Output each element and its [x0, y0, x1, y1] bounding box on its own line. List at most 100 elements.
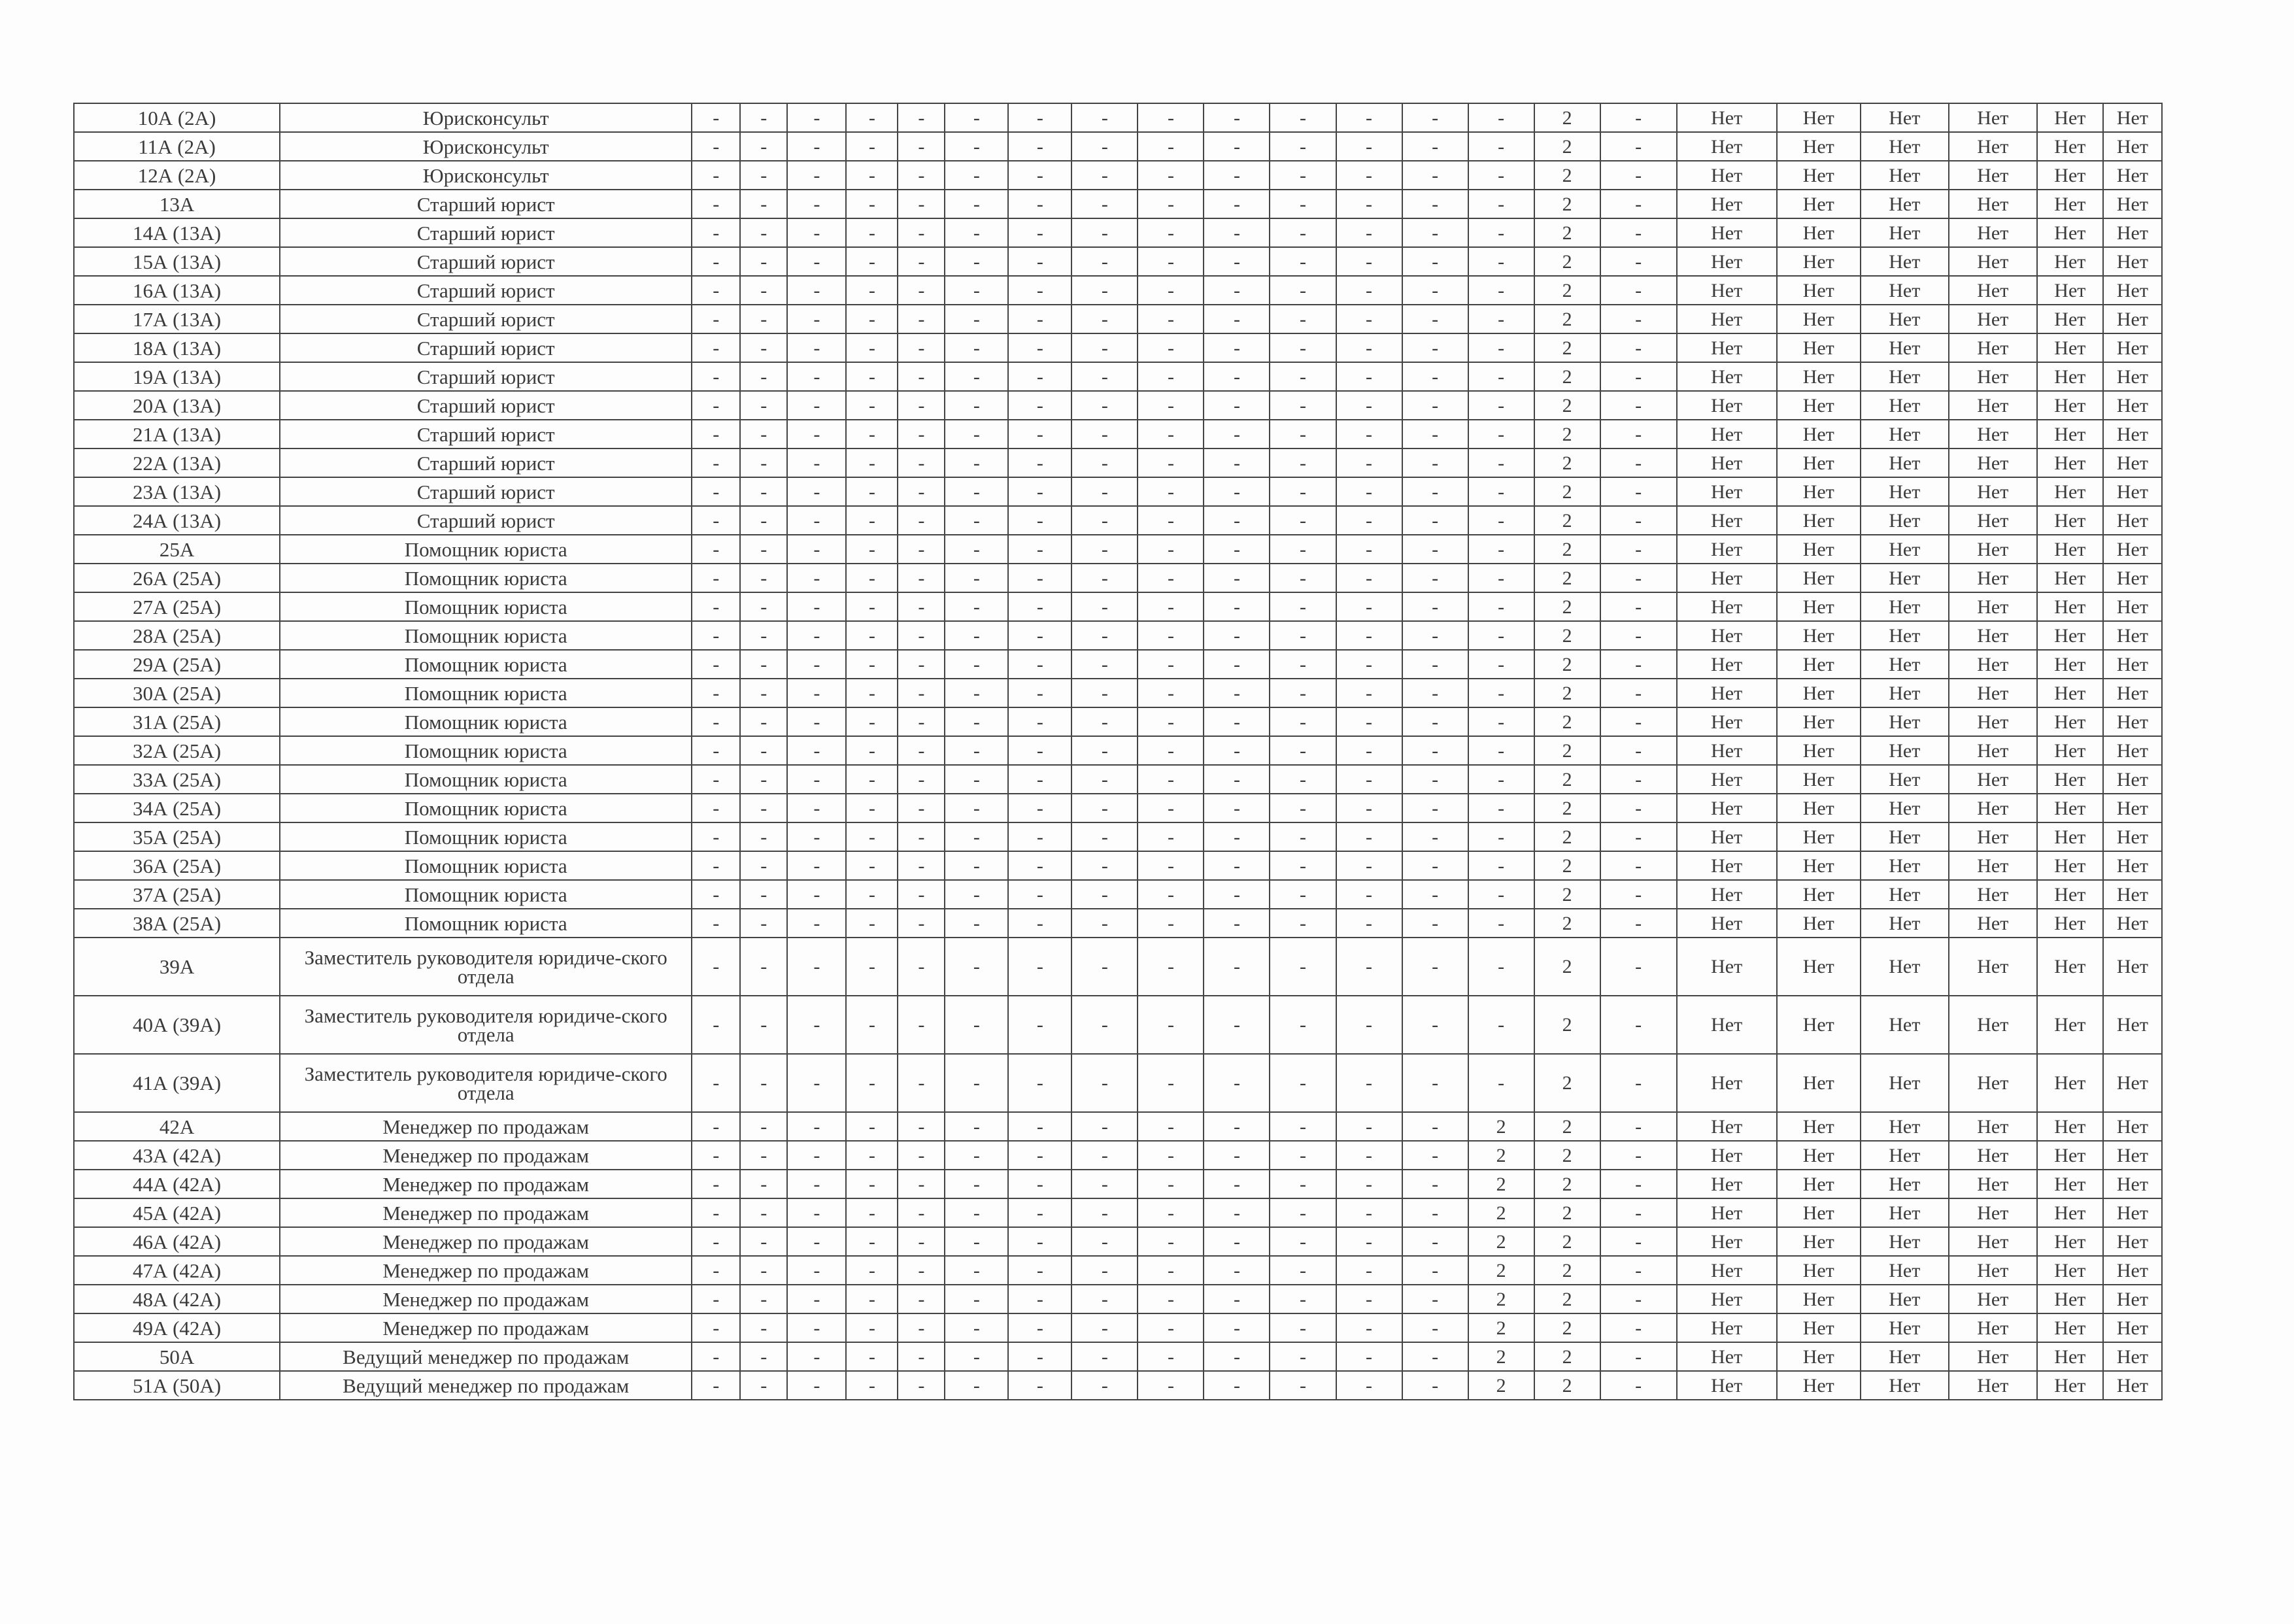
value-cell: - [1269, 707, 1337, 737]
value-cell: - [786, 649, 847, 679]
value-cell: - [1203, 908, 1271, 938]
value-cell: - [944, 160, 1009, 190]
value-cell: - [739, 448, 788, 478]
value-cell: - [1071, 1313, 1139, 1343]
value-cell: - [1269, 937, 1337, 996]
value-cell: - [1269, 649, 1337, 679]
value-cell: - [691, 1053, 741, 1113]
value-cell: - [1007, 275, 1073, 305]
value-cell: - [944, 707, 1009, 737]
value-cell: - [944, 822, 1009, 852]
value-cell: - [1599, 879, 1678, 909]
value-cell: - [897, 1198, 946, 1228]
table-row: 43А (42А) Менеджер по продажам - - - - - - - - - - -… [73, 1140, 2163, 1170]
value-cell: Нет [2102, 534, 2163, 564]
value-cell: - [1007, 1140, 1073, 1170]
value-cell: - [1401, 764, 1469, 794]
row-id: 30А (25А) [73, 678, 281, 708]
value-cell: 2 [1533, 592, 1601, 622]
value-cell: Нет [1859, 707, 1949, 737]
row-id: 42А [73, 1111, 281, 1142]
value-cell: Нет [1776, 1370, 1861, 1400]
value-cell: Нет [1776, 649, 1861, 679]
value-cell: - [691, 160, 741, 190]
value-cell: - [1071, 189, 1139, 219]
value-cell: - [1203, 707, 1271, 737]
value-cell: - [786, 1169, 847, 1199]
value-cell: - [944, 419, 1009, 449]
value-cell: Нет [2036, 160, 2104, 190]
value-cell: - [1599, 333, 1678, 363]
value-cell: - [944, 362, 1009, 392]
value-cell: - [1467, 851, 1535, 881]
value-cell: - [1335, 707, 1403, 737]
value-cell: - [1071, 1198, 1139, 1228]
value-cell: - [1007, 160, 1073, 190]
value-cell: Нет [1676, 707, 1778, 737]
value-cell: - [1269, 1284, 1337, 1314]
value-cell: - [897, 879, 946, 909]
value-cell: - [1071, 448, 1139, 478]
value-cell: - [1071, 649, 1139, 679]
value-cell: - [944, 649, 1009, 679]
value-cell: - [944, 304, 1009, 334]
position-title: Старший юрист [279, 333, 693, 363]
value-cell: Нет [1776, 851, 1861, 881]
value-cell: 2 [1467, 1255, 1535, 1285]
value-cell: - [1203, 448, 1271, 478]
value-cell: Нет [1859, 1370, 1949, 1400]
value-cell: - [691, 390, 741, 420]
value-cell: - [1467, 592, 1535, 622]
value-cell: - [1007, 793, 1073, 823]
row-id: 28А (25А) [73, 620, 281, 651]
value-cell: Нет [2036, 505, 2104, 535]
value-cell: - [1071, 505, 1139, 535]
value-cell: - [1467, 937, 1535, 996]
value-cell: - [1137, 1255, 1205, 1285]
value-cell: - [739, 937, 788, 996]
value-cell: - [1335, 1370, 1403, 1400]
value-cell: - [1007, 390, 1073, 420]
value-cell: - [1071, 879, 1139, 909]
value-cell: Нет [1676, 1053, 1778, 1113]
row-id: 23А (13А) [73, 477, 281, 507]
value-cell: - [1007, 1313, 1073, 1343]
position-title: Менеджер по продажам [279, 1226, 693, 1257]
value-cell: - [786, 304, 847, 334]
value-cell: - [691, 1342, 741, 1372]
value-cell: - [786, 851, 847, 881]
value-cell: - [1599, 707, 1678, 737]
value-cell: Нет [2036, 534, 2104, 564]
value-cell: - [691, 1226, 741, 1257]
row-id: 44А (42А) [73, 1169, 281, 1199]
value-cell: Нет [1776, 764, 1861, 794]
value-cell: Нет [1948, 1255, 2038, 1285]
value-cell: - [1203, 505, 1271, 535]
value-cell: 2 [1467, 1342, 1535, 1372]
value-cell: Нет [1676, 477, 1778, 507]
value-cell: - [1467, 131, 1535, 161]
value-cell: Нет [1859, 592, 1949, 622]
value-cell: - [739, 218, 788, 248]
value-cell: - [1071, 822, 1139, 852]
table-row: 24А (13А) Старший юрист - - - - - - - - - - - - - -2- Не… [73, 505, 2163, 535]
value-cell: - [1137, 764, 1205, 794]
value-cell: Нет [1948, 1198, 2038, 1228]
value-cell: Нет [2036, 1140, 2104, 1170]
value-cell: - [1335, 937, 1403, 996]
position-title: Помощник юриста [279, 793, 693, 823]
value-cell: - [1137, 189, 1205, 219]
value-cell: Нет [2102, 707, 2163, 737]
value-cell: - [1137, 534, 1205, 564]
value-cell: Нет [1676, 879, 1778, 909]
value-cell: - [739, 879, 788, 909]
value-cell: - [1269, 131, 1337, 161]
value-cell: - [786, 1111, 847, 1142]
value-cell: - [1071, 534, 1139, 564]
value-cell: - [691, 995, 741, 1055]
value-cell: - [944, 1342, 1009, 1372]
value-cell: - [1599, 1370, 1678, 1400]
value-cell: - [739, 1370, 788, 1400]
value-cell: - [1007, 908, 1073, 938]
value-cell: - [1269, 477, 1337, 507]
